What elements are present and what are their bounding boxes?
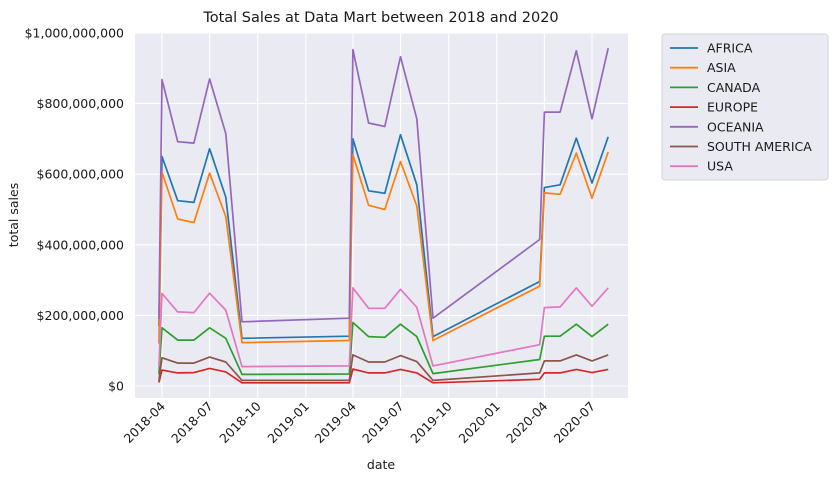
- x-tick-label: 2018-04: [121, 398, 169, 446]
- x-tick-label: 2019-01: [264, 399, 312, 447]
- y-tick-label: $600,000,000: [37, 167, 125, 182]
- x-axis-label: date: [367, 457, 395, 472]
- series-line-usa: [158, 287, 609, 368]
- legend-box: [661, 33, 829, 181]
- chart-title: Total Sales at Data Mart between 2018 an…: [202, 10, 558, 26]
- y-axis-label: total sales: [6, 183, 21, 247]
- legend-label: CANADA: [707, 80, 761, 95]
- y-tick-label: $0: [108, 379, 124, 394]
- x-tick-label: 2020-04: [503, 398, 551, 446]
- x-tick-label: 2019-10: [407, 398, 455, 446]
- legend-label: USA: [707, 159, 733, 174]
- x-tick-label: 2020-01: [455, 399, 503, 447]
- series-lines: [158, 48, 610, 384]
- y-axis-ticks: $0 $200,000,000 $400,000,000 $600,000,000 $8…: [25, 26, 124, 394]
- x-axis-ticks: 2018-04 2018-07 2018-10 2019-01 2019-04 2019-…: [121, 398, 599, 446]
- x-tick-label: 2018-10: [216, 398, 264, 446]
- series-line-oceania: [158, 48, 610, 323]
- x-tick-label: 2018-07: [168, 399, 216, 447]
- y-tick-label: $400,000,000: [37, 237, 125, 252]
- plot-background: [135, 33, 628, 398]
- legend-label: OCEANIA: [707, 119, 764, 134]
- legend-label: EUROPE: [707, 100, 758, 115]
- series-line-asia: [158, 151, 610, 344]
- legend: AFRICA ASIA CANADA EUROPE OCEANIA SOUTH AMERI…: [661, 33, 829, 181]
- y-tick-label: $800,000,000: [37, 96, 125, 111]
- x-tick-label: 2019-04: [312, 398, 360, 446]
- legend-label: SOUTH AMERICA: [707, 139, 812, 154]
- series-line-africa: [158, 133, 610, 340]
- legend-label: AFRICA: [707, 41, 753, 56]
- legend-label: ASIA: [707, 60, 736, 75]
- series-line-canada: [158, 321, 609, 376]
- x-tick-label: 2019-07: [359, 399, 407, 447]
- series-line-south-america: [158, 354, 609, 382]
- series-line-europe: [158, 367, 609, 384]
- y-tick-label: $1,000,000,000: [25, 26, 124, 41]
- x-tick-label: 2020-07: [551, 399, 599, 447]
- y-tick-label: $200,000,000: [37, 308, 125, 323]
